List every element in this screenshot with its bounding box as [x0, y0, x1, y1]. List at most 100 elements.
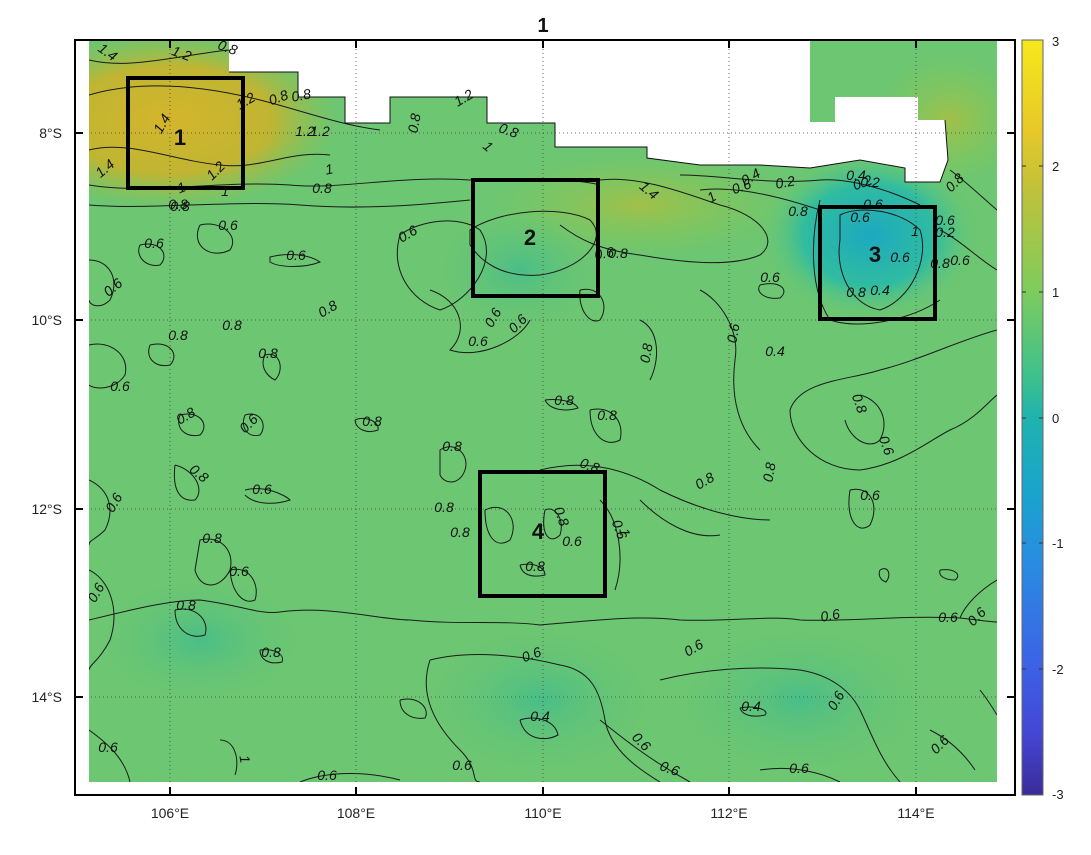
contour-line [174, 608, 207, 637]
contour-label: 1.2 [295, 123, 315, 139]
contour-line [878, 568, 890, 583]
contour-line [699, 289, 761, 451]
contour-line [89, 259, 115, 307]
cool-spot-2 [430, 630, 650, 770]
contour-label: 0.6 [252, 481, 272, 497]
contour-label: 0.6 [935, 212, 955, 228]
contour-label: 0.8 [608, 245, 628, 261]
contour-label: 0.6 [729, 175, 753, 197]
contour-label: 0.8 [554, 392, 574, 408]
cool-spot-3 [680, 630, 920, 770]
colorbar-tick: -2 [1052, 662, 1064, 677]
contour-line [89, 85, 381, 131]
region-label-2: 2 [524, 225, 536, 250]
contour-line [196, 223, 233, 254]
contour-line [396, 220, 487, 311]
contour-line [173, 464, 200, 501]
colorbar-tick: 3 [1052, 34, 1059, 49]
region-label-3: 3 [869, 242, 881, 267]
contour-line [519, 717, 559, 740]
region-box-1 [126, 76, 245, 190]
contour-line [178, 413, 205, 437]
contour-line [639, 499, 721, 537]
contour-line [979, 689, 997, 716]
colorbar-tick: -3 [1052, 787, 1064, 802]
lon-tick-label: 108°E [337, 805, 375, 821]
lon-tick-label: 106°E [151, 805, 189, 821]
contour-label: 0.8 [442, 438, 462, 454]
contour-label: 0.8 [760, 461, 779, 483]
region-box-3 [818, 205, 937, 321]
region-label-1: 1 [174, 125, 186, 150]
contour-label: 0.6 [890, 249, 910, 265]
contour-label: 0.8 [551, 504, 573, 528]
contour-label: 0.6 [110, 378, 130, 394]
contour-line [559, 178, 769, 264]
contour-label: 0.6 [819, 605, 841, 624]
contour-line [262, 353, 281, 381]
contour-line [639, 319, 658, 381]
cool-spot-4 [100, 580, 300, 700]
colorbar-tick: 2 [1052, 159, 1059, 174]
contour-label: 0.8 [290, 85, 312, 104]
lon-tick-label: 112°E [710, 805, 747, 821]
contour-label: 1 [324, 161, 334, 178]
contour-line [758, 283, 785, 299]
contour-line [699, 188, 821, 211]
contour-label: 0.8 [168, 196, 188, 212]
contour-line [439, 446, 467, 483]
contour-label: 0.8 [261, 644, 281, 660]
contour-label: 0.4 [765, 343, 785, 359]
contour-label: 0.4 [530, 708, 550, 724]
contour-line [659, 667, 901, 782]
contour-line [759, 767, 841, 782]
contour-label: 1 [616, 527, 633, 537]
contour-line [929, 729, 976, 771]
contour-label: 0.6 [562, 533, 582, 549]
contour-label: 1.2 [310, 123, 330, 139]
contour-line [544, 399, 579, 411]
contour-label: 0.8 [222, 317, 242, 333]
coastline [229, 71, 949, 183]
contour-line [89, 146, 331, 167]
contour-line [89, 49, 230, 64]
contour-line [789, 329, 997, 471]
contour-line [354, 417, 379, 433]
java-land [229, 41, 948, 182]
contour-label: 0.6 [144, 235, 164, 251]
contour-line [679, 174, 921, 206]
contour-label: 0.8 [362, 413, 382, 429]
lon-tick-label: 114°E [897, 805, 934, 821]
contour-label: 0.4 [846, 167, 866, 183]
contour-label: 0.8 [497, 119, 521, 141]
contour-label: 0.6 [950, 252, 970, 268]
contour-line [543, 508, 562, 540]
map-title: 1 [537, 15, 548, 37]
region-box-2 [471, 178, 600, 298]
contour-line [959, 579, 997, 619]
contour-line [89, 729, 131, 782]
contour-label: 0.2 [850, 171, 874, 193]
contour-line [399, 698, 427, 719]
contour-label: 0.6 [218, 217, 238, 233]
contour-label: 0.6 [452, 757, 472, 773]
contour-label: 0.6 [850, 209, 870, 225]
contour-label: 1 [911, 223, 919, 239]
contour-line [939, 569, 959, 581]
contour-line [939, 229, 997, 271]
region-label-4: 4 [532, 519, 545, 544]
contour-label: 0.8 [176, 597, 196, 613]
contour-label: 0.4 [741, 698, 761, 714]
contour-label: 1 [236, 754, 253, 764]
contour-line [425, 659, 481, 782]
contour-label: 0.6 [468, 333, 488, 349]
cool-spot-1 [440, 210, 600, 330]
contour-label: 0.8 [202, 530, 222, 546]
contour-line [89, 599, 997, 626]
contour-label: 0.6 [229, 563, 249, 579]
contour-label: 0.8 [788, 203, 808, 219]
contour-label: 0.8 [258, 345, 278, 361]
contour-label: 0.8 [405, 112, 424, 134]
contour-label: 0.2 [935, 224, 955, 240]
